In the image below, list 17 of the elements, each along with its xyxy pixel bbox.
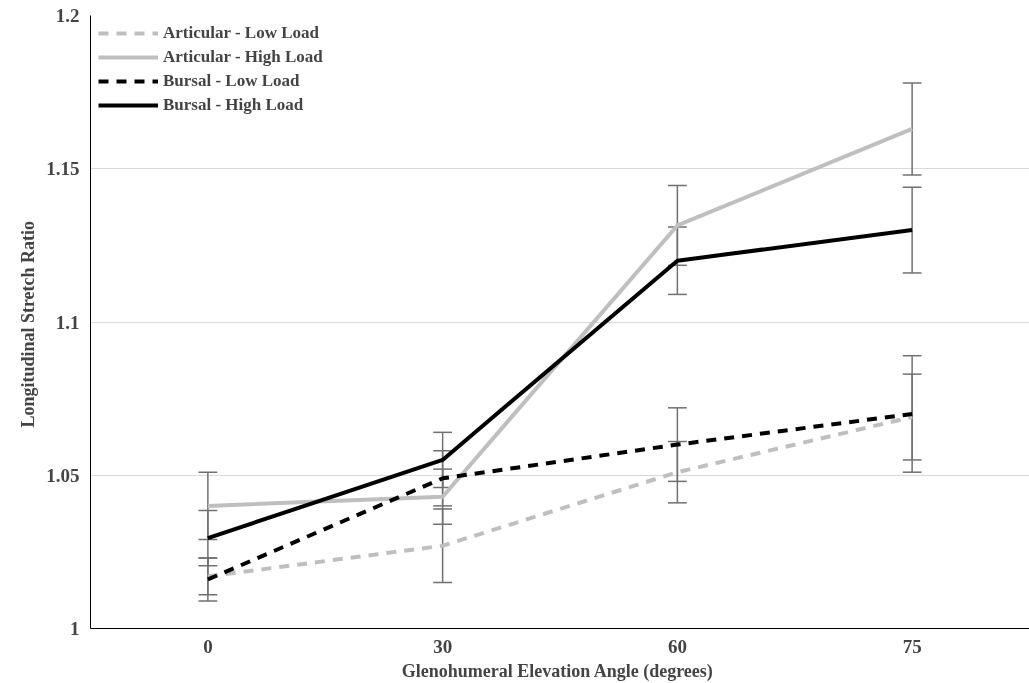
y-tick-label: 1.15 xyxy=(46,158,80,180)
y-tick-label: 1.05 xyxy=(46,464,80,486)
x-tick-label: 60 xyxy=(667,635,687,657)
legend-label: Bursal - Low Load xyxy=(163,71,300,91)
legend-label: Bursal - High Load xyxy=(163,95,304,115)
legend-label: Articular - Low Load xyxy=(163,23,319,43)
line-series xyxy=(205,228,915,541)
line-series xyxy=(205,126,915,508)
y-axis-title: Longitudinal Stretch Ratio xyxy=(18,220,39,428)
y-tick-label: 1.1 xyxy=(55,311,80,333)
x-tick-label: 75 xyxy=(902,635,922,657)
legend-label: Articular - High Load xyxy=(163,47,323,67)
y-tick-label: 1 xyxy=(70,618,80,639)
x-tick-label: 30 xyxy=(433,635,453,657)
x-tick-label: 0 xyxy=(203,635,213,657)
y-tick-label: 1.2 xyxy=(55,5,80,26)
x-axis-title: Glenohumeral Elevation Angle (degrees) xyxy=(401,660,713,682)
